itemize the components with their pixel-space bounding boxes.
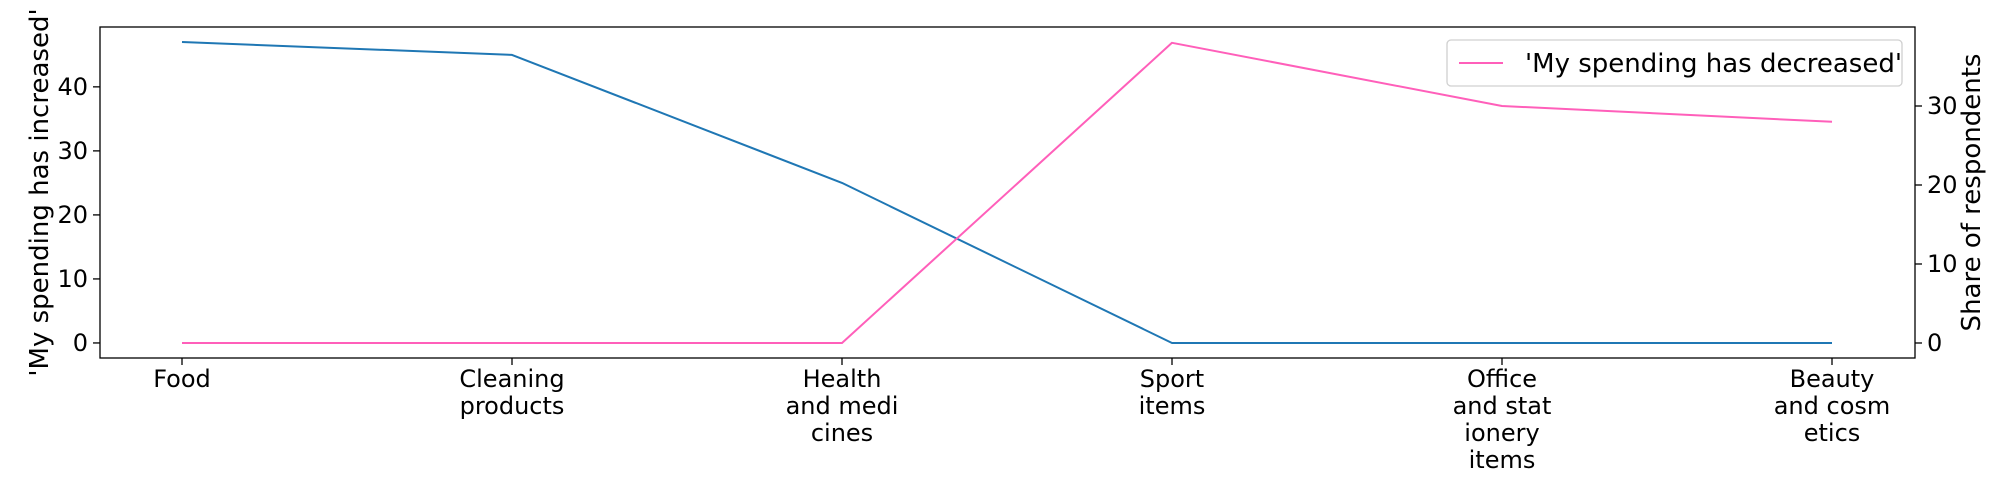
right-y-tick-label: 0 (1927, 329, 1942, 357)
x-tick-label: Food (153, 365, 211, 393)
plot-frame (99, 26, 1916, 359)
x-tick-label: Cleaning products (459, 365, 564, 420)
right-y-tick-label: 10 (1927, 250, 1958, 278)
right-axis-label: Share of respondents (1957, 54, 1987, 332)
x-tick-label: Sport items (1139, 365, 1206, 420)
left-y-tick-label: 40 (57, 73, 88, 101)
x-tick-label: Office and stat ionery items (1453, 365, 1552, 474)
legend-box (1446, 39, 1903, 87)
left-y-tick-label: 20 (57, 201, 88, 229)
decreased-series-line (182, 41, 1833, 344)
right-y-tick-label: 20 (1927, 171, 1958, 199)
left-axis-label: 'My spending has increased' (25, 8, 55, 376)
left-y-tick-label: 10 (57, 265, 88, 293)
x-tick-label: Health and medi cines (786, 365, 899, 447)
x-tick-label: Beauty and cosm etics (1774, 365, 1891, 447)
left-y-tick-label: 0 (73, 329, 88, 357)
left-y-tick-label: 30 (57, 137, 88, 165)
right-y-tick-label: 30 (1927, 92, 1958, 120)
legend-label: 'My spending has decreased' (1525, 49, 1902, 79)
increased-series-line (181, 41, 1832, 344)
